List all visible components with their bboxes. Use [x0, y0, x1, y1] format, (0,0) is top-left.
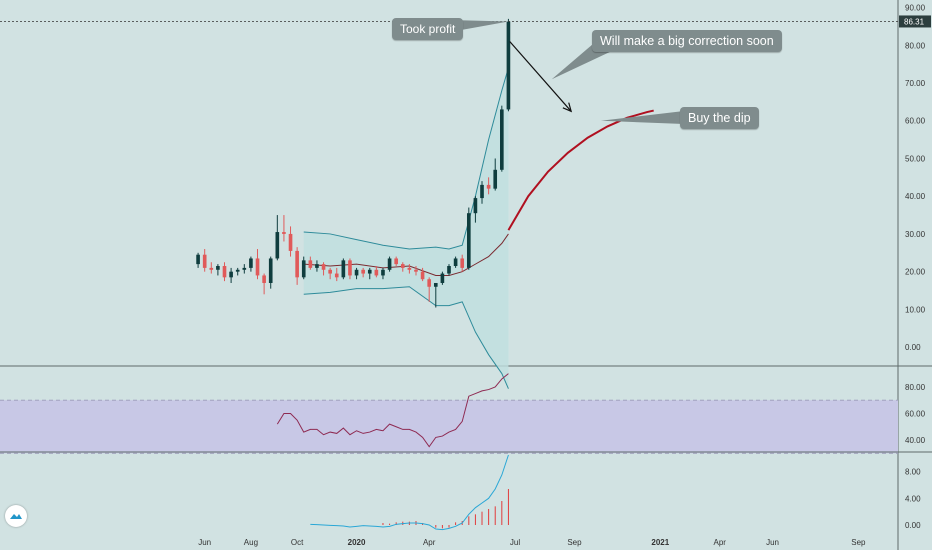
time-tick-label: Jul: [510, 538, 520, 547]
price-tick-label: 60.00: [905, 117, 926, 126]
buy-the-dip-callout: Buy the dip: [680, 107, 759, 129]
rsi-line: [276, 373, 509, 448]
candle-body: [295, 250, 299, 278]
candle-body: [480, 184, 484, 199]
candle-body: [394, 258, 398, 265]
macd-tick-label: 4.00: [905, 494, 921, 503]
price-tick-label: 50.00: [905, 154, 926, 163]
candle-body: [275, 232, 280, 259]
candle-body: [453, 258, 458, 267]
rsi-tick-label: 80.00: [905, 383, 926, 392]
candle-body: [427, 279, 432, 287]
candle-body: [255, 258, 260, 276]
buy-dip-pointer: [600, 111, 684, 124]
candle-body: [460, 258, 465, 268]
tradingview-logo[interactable]: [5, 505, 27, 527]
time-tick-label: Jun: [198, 538, 211, 547]
candle-body: [222, 266, 227, 278]
time-tick-label: Aug: [244, 538, 258, 547]
time-tick-label: Sep: [567, 538, 582, 547]
candle-body: [249, 258, 253, 268]
rsi-pane: 80.00 60.00 40.00: [0, 373, 932, 454]
candle-body: [328, 269, 332, 274]
price-tick-label: 90.00: [905, 4, 926, 13]
candle-body: [381, 269, 385, 276]
candle-body: [414, 269, 418, 272]
time-tick-label: Jun: [766, 538, 779, 547]
candle-body: [341, 260, 346, 278]
candle-body: [288, 233, 293, 251]
time-tick-label: Apr: [713, 538, 726, 547]
candle-body: [493, 169, 498, 189]
candle-body: [301, 260, 306, 278]
candle-body: [447, 266, 451, 274]
candle-body: [354, 269, 359, 276]
time-tick-label: 2020: [348, 538, 366, 547]
candle-body: [420, 271, 425, 280]
candle-body: [367, 269, 372, 274]
candle-body: [315, 264, 319, 268]
price-tick-label: 10.00: [905, 305, 926, 314]
arrow-line: [509, 41, 572, 112]
current-price-badge: [899, 15, 931, 28]
candle-body: [308, 260, 313, 268]
candle-body: [433, 282, 438, 287]
candle-body: [209, 267, 214, 270]
correction-callout: Will make a big correction soon: [592, 30, 782, 52]
candle-body: [466, 213, 471, 268]
price-tick-label: 30.00: [905, 230, 926, 239]
candle-body: [235, 269, 240, 272]
price-tick-label: 0.00: [905, 343, 921, 352]
bollinger-lower: [303, 286, 509, 389]
took-profit-pointer: [450, 20, 509, 32]
time-tick-label: Sep: [851, 538, 866, 547]
candle-body: [400, 264, 405, 268]
candle-body: [407, 267, 412, 270]
candle-body: [262, 275, 266, 283]
cloud-icon: [10, 514, 22, 519]
candle-body: [440, 273, 445, 283]
current-price-label: 86.31: [904, 17, 925, 26]
price-tick-label: 80.00: [905, 41, 926, 50]
time-axis: Jun Aug Oct 2020 Apr Jul Sep 2021 Apr Jun Sep: [198, 538, 866, 547]
forecast-curve: [507, 109, 654, 231]
candle-body: [473, 198, 478, 214]
rsi-band: [0, 400, 898, 454]
rsi-tick-label: 60.00: [905, 409, 926, 418]
candle-body: [361, 269, 365, 274]
price-tick-label: 70.00: [905, 79, 926, 88]
candle-body: [196, 254, 200, 265]
price-tick-label: 20.00: [905, 268, 926, 277]
candle-body: [268, 258, 273, 283]
candle-body: [387, 258, 392, 270]
candle-body: [348, 260, 352, 276]
macd-line: [310, 454, 509, 531]
candle-body: [242, 267, 247, 270]
arrow-head: [562, 102, 573, 113]
candle-body: [374, 269, 379, 276]
macd-tick-label: 0.00: [905, 521, 921, 530]
price-tick-label: 40.00: [905, 192, 926, 201]
rsi-tick-label: 40.00: [905, 436, 926, 445]
macd-tick-label: 8.00: [905, 468, 921, 477]
candle-body: [216, 266, 220, 270]
macd-pane: 8.00 4.00 0.00: [310, 454, 921, 531]
candle-body: [486, 184, 491, 189]
bollinger-fill: [303, 67, 509, 389]
candle-body: [229, 271, 233, 278]
candle-body: [321, 264, 326, 270]
time-tick-label: Oct: [291, 538, 304, 547]
candle-body: [334, 273, 339, 278]
took-profit-callout: Took profit: [392, 18, 464, 40]
candle-body: [202, 254, 207, 268]
time-tick-label: 2021: [651, 538, 669, 547]
time-tick-label: Apr: [423, 538, 436, 547]
candle-body: [282, 232, 286, 234]
bollinger-upper: [303, 67, 509, 250]
candle-body: [506, 21, 511, 110]
candle-body: [500, 109, 504, 170]
